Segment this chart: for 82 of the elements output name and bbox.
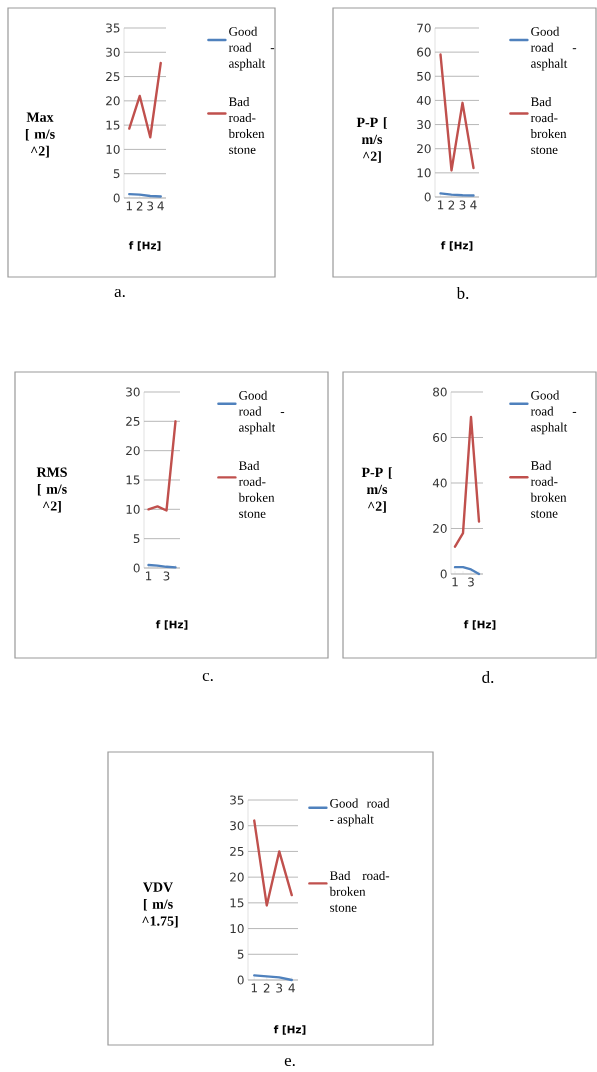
- y-tick-label: 10: [230, 924, 244, 934]
- y-tick-label: 60: [417, 47, 431, 57]
- legend-label: Good road - asphalt: [330, 798, 390, 827]
- x-tick-label: 3: [276, 983, 283, 993]
- legend-label: Bad road-broken stone: [530, 97, 567, 155]
- y-tick-label: 25: [126, 416, 140, 426]
- x-tick-label: 3: [163, 571, 170, 581]
- y-tick-label: 5: [113, 169, 120, 179]
- y-tick-label: 0: [237, 975, 244, 985]
- y-tick-label: 60: [433, 432, 447, 443]
- y-tick-label: 25: [106, 72, 120, 82]
- legend-label: Good road - asphalt: [530, 390, 577, 435]
- x-tick-label: 1: [438, 200, 444, 210]
- y-tick-label: 15: [126, 475, 140, 485]
- x-axis-title: f [Hz]: [128, 241, 161, 251]
- y-tick-label: 20: [106, 96, 120, 106]
- y-tick-label: 0: [424, 192, 431, 202]
- text: d.: [482, 671, 494, 683]
- y-tick-label: 40: [416, 95, 431, 105]
- x-tick-label: 1: [452, 577, 458, 587]
- x-tick-label: 3: [468, 577, 474, 587]
- x-axis-title: f [Hz]: [273, 1025, 306, 1035]
- legend-label: Good road - asphalt: [228, 26, 275, 71]
- y-axis-title: VDV [ m/s ^1.75]: [142, 882, 178, 928]
- y-tick-label: 30: [106, 47, 120, 57]
- line-series: [439, 53, 475, 172]
- x-tick-label: 2: [448, 200, 455, 210]
- y-tick-label: 0: [133, 563, 140, 573]
- x-tick-label: 1: [126, 201, 132, 211]
- legend-label: Bad road-broken stone: [228, 97, 265, 154]
- y-tick-label: 0: [440, 569, 447, 579]
- x-tick-label: 2: [263, 983, 270, 993]
- line-series: [147, 420, 177, 512]
- y-tick-label: 25: [230, 846, 244, 856]
- legend-label: Bad road-broken stone: [329, 870, 390, 912]
- x-axis-title: f [Hz]: [440, 241, 473, 251]
- text: a.: [114, 288, 125, 298]
- y-tick-label: 5: [133, 534, 140, 544]
- y-tick-label: 70: [417, 23, 431, 33]
- y-tick-label: 10: [417, 168, 431, 178]
- legend-label: Bad road-broken stone: [530, 460, 567, 518]
- y-tick-label: 20: [417, 144, 431, 154]
- x-tick-label: 1: [251, 983, 257, 993]
- line-series: [253, 819, 293, 907]
- y-axis-title: RMS [ m/s ^2]: [36, 467, 67, 513]
- y-tick-label: 10: [126, 504, 140, 514]
- y-tick-label: 15: [230, 898, 244, 908]
- y-tick-label: 50: [417, 71, 431, 81]
- text: e.: [284, 1057, 295, 1067]
- x-tick-label: 3: [147, 201, 154, 211]
- y-tick-label: 35: [106, 23, 120, 33]
- x-tick-label: 2: [136, 201, 143, 211]
- y-tick-label: 30: [126, 387, 140, 397]
- y-tick-label: 80: [433, 387, 447, 397]
- y-axis-title: P-P [ m/s ^2]: [361, 467, 392, 513]
- legend-label: Good road - asphalt: [530, 26, 577, 71]
- text: c.: [202, 672, 213, 682]
- y-tick-label: 20: [433, 523, 447, 534]
- x-tick-label: 3: [459, 200, 466, 210]
- legend-label: Good road - asphalt: [238, 390, 285, 435]
- y-tick-label: 5: [237, 949, 244, 959]
- x-axis-title: f [Hz]: [155, 620, 188, 630]
- y-axis-title: Max [ m/s ^2]: [25, 112, 55, 158]
- y-tick-label: 30: [417, 120, 431, 130]
- x-tick-label: 4: [157, 201, 164, 211]
- y-tick-label: 20: [230, 872, 244, 882]
- y-tick-label: 40: [432, 478, 447, 488]
- x-tick-label: 4: [288, 983, 295, 993]
- line-series: [453, 415, 481, 548]
- y-tick-label: 30: [230, 821, 244, 831]
- y-tick-label: 35: [230, 795, 244, 805]
- text: b.: [456, 287, 469, 299]
- y-axis-title: P-P [ m/s ^2]: [356, 117, 387, 163]
- x-tick-label: 4: [470, 200, 477, 210]
- legend-label: Bad road-broken stone: [238, 460, 275, 518]
- y-tick-label: 0: [113, 193, 120, 203]
- y-tick-label: 10: [106, 144, 120, 154]
- line-series: [128, 61, 162, 139]
- x-axis-title: f [Hz]: [463, 620, 496, 630]
- y-tick-label: 20: [126, 446, 140, 456]
- y-tick-label: 15: [106, 120, 120, 130]
- x-tick-label: 1: [146, 571, 152, 581]
